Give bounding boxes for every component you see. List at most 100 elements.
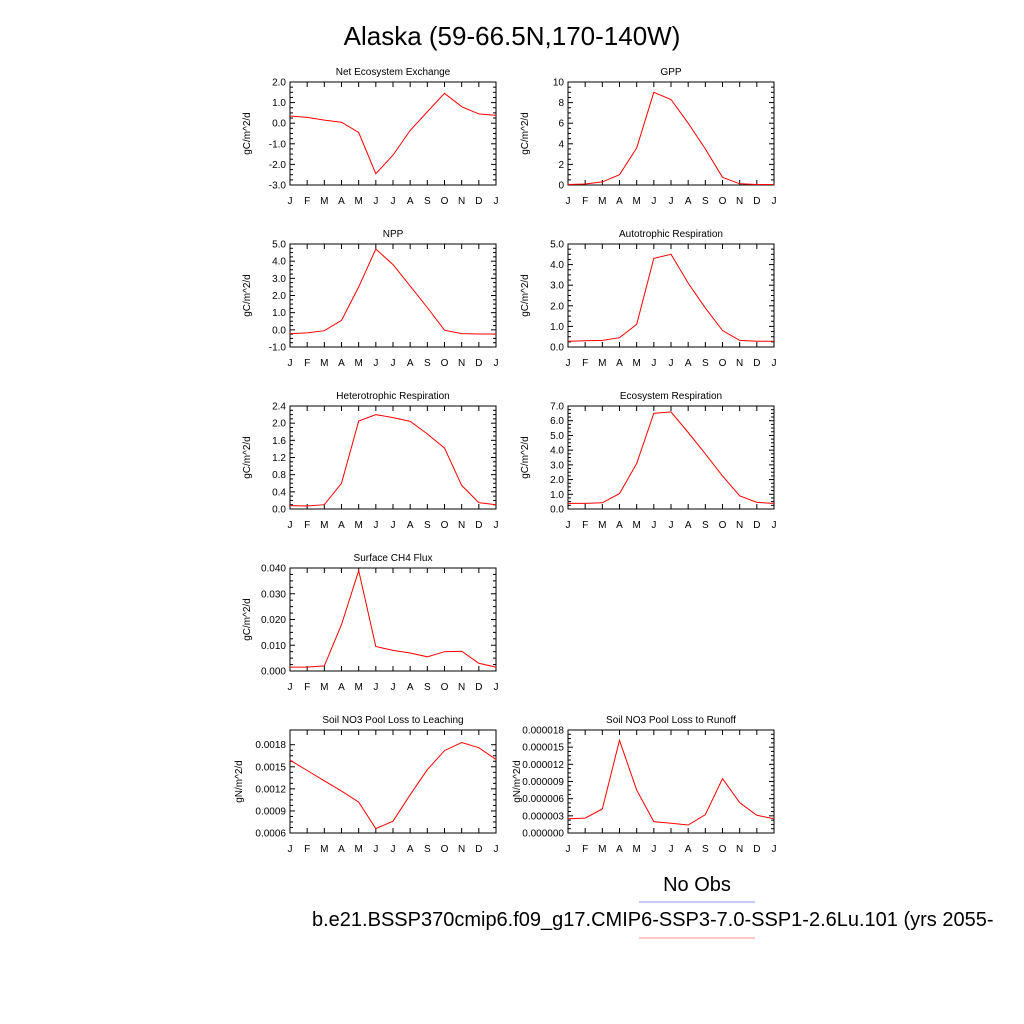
x-tick-label: M — [354, 358, 362, 369]
x-tick-label: J — [772, 196, 777, 207]
x-tick-label: J — [391, 520, 396, 531]
y-axis-label: gN/m^2/d — [512, 760, 523, 803]
x-tick-label: J — [373, 358, 378, 369]
panel-title: Autotrophic Respiration — [619, 229, 723, 240]
y-tick-label: 4 — [558, 139, 564, 150]
y-tick-label: 1.0 — [550, 322, 564, 333]
plot-frame — [289, 405, 497, 510]
y-tick-label: 0.010 — [261, 641, 286, 652]
y-axis-label: gC/m^2/d — [520, 112, 531, 155]
y-tick-label: 0.0 — [550, 505, 564, 516]
x-tick-label: J — [651, 844, 656, 855]
x-tick-label: N — [736, 358, 743, 369]
x-tick-label: F — [304, 196, 310, 207]
x-tick-label: J — [288, 844, 293, 855]
y-tick-label: 0.020 — [261, 615, 286, 626]
x-tick-label: J — [669, 358, 674, 369]
x-tick-label: A — [407, 520, 414, 531]
x-tick-label: J — [391, 196, 396, 207]
y-tick-label: 0.030 — [261, 589, 286, 600]
x-tick-label: M — [598, 358, 606, 369]
panel-title: NPP — [383, 229, 404, 240]
x-tick-label: F — [582, 844, 588, 855]
plot-frame — [567, 729, 775, 834]
x-tick-label: F — [304, 682, 310, 693]
x-tick-label: D — [475, 358, 482, 369]
x-tick-label: F — [304, 520, 310, 531]
x-tick-label: N — [458, 844, 465, 855]
y-tick-label: 1.2 — [272, 453, 286, 464]
chart-panel: Soil NO3 Pool Loss to Leaching gN/m^2/d 0.… — [234, 715, 499, 855]
x-tick-label: S — [702, 520, 709, 531]
x-tick-label: J — [772, 520, 777, 531]
x-tick-label: D — [475, 844, 482, 855]
x-tick-label: A — [407, 844, 414, 855]
x-tick-label: J — [566, 520, 571, 531]
x-tick-label: D — [753, 844, 760, 855]
y-tick-label: 3.0 — [272, 274, 286, 285]
x-tick-label: M — [632, 196, 640, 207]
x-tick-label: J — [288, 682, 293, 693]
y-axis-label: gC/m^2/d — [242, 274, 253, 317]
y-tick-label: 0.0018 — [255, 740, 286, 751]
x-tick-label: D — [475, 196, 482, 207]
x-tick-label: A — [338, 520, 345, 531]
x-tick-label: O — [441, 196, 449, 207]
x-tick-label: M — [598, 844, 606, 855]
x-tick-label: M — [598, 196, 606, 207]
series-line — [568, 411, 775, 504]
y-tick-label: 5.0 — [550, 431, 564, 442]
chart-panel: Soil NO3 Pool Loss to RunoffgN/m^2/d0.00… — [512, 715, 777, 855]
legend-label-model: b.e21.BSSP370cmip6.f09_g17.CMIP6-SSP3-7.… — [312, 909, 994, 931]
plot-frame — [289, 81, 497, 186]
x-tick-label: M — [598, 520, 606, 531]
x-tick-label: J — [651, 358, 656, 369]
y-tick-label: 0.000003 — [522, 811, 564, 822]
y-tick-label: 0.0012 — [255, 784, 286, 795]
x-tick-label: J — [566, 844, 571, 855]
x-tick-label: S — [702, 196, 709, 207]
x-tick-label: D — [475, 682, 482, 693]
series-line — [567, 738, 775, 826]
y-tick-label: -3.0 — [269, 181, 287, 192]
y-tick-label: 0.4 — [272, 487, 286, 498]
legend: No Obs b.e21.BSSP370cmip6.f09_g17.CMIP6-… — [312, 874, 994, 939]
x-tick-label: O — [719, 844, 727, 855]
chart-panel: Heterotrophic Respiration gC/m^2/d 0.0 0.4 0… — [242, 391, 499, 531]
series-line — [567, 253, 774, 342]
x-tick-label: N — [458, 682, 465, 693]
x-tick-label: J — [669, 520, 674, 531]
y-tick-label: 2.4 — [272, 402, 286, 413]
y-tick-label: 2 — [558, 160, 564, 171]
x-tick-label: O — [441, 682, 449, 693]
x-tick-label: S — [424, 358, 431, 369]
x-tick-label: A — [616, 196, 623, 207]
x-tick-label: O — [719, 196, 727, 207]
y-tick-label: 4.0 — [550, 446, 564, 457]
y-tick-label: 0.000015 — [522, 743, 564, 754]
x-tick-label: A — [338, 682, 345, 693]
chart-panel: Autotrophic Respiration gC/m^2/d 0.0 1.0 2.0… — [520, 229, 777, 369]
series-line — [289, 414, 497, 507]
x-tick-label: J — [373, 682, 378, 693]
x-tick-label: M — [632, 844, 640, 855]
panel-grid: Net Ecosystem Exchange gC/m^2/d -3.0 -2.0 -1… — [234, 67, 777, 855]
x-tick-label: M — [354, 520, 362, 531]
x-tick-label: A — [407, 358, 414, 369]
x-tick-label: O — [441, 520, 449, 531]
y-tick-label: 7.0 — [550, 402, 564, 413]
x-tick-label: O — [441, 844, 449, 855]
x-tick-label: J — [566, 358, 571, 369]
x-tick-label: F — [304, 358, 310, 369]
y-tick-label: 6.0 — [550, 416, 564, 427]
x-tick-label: J — [391, 844, 396, 855]
x-tick-label: J — [373, 520, 378, 531]
y-axis-label: gN/m^2/d — [234, 760, 245, 803]
x-tick-label: M — [354, 844, 362, 855]
y-tick-label: 3.0 — [550, 460, 564, 471]
series-line — [289, 741, 497, 830]
y-tick-label: 4.0 — [272, 257, 286, 268]
y-tick-label: 1.0 — [272, 308, 286, 319]
y-tick-label: 0.000006 — [522, 794, 564, 805]
y-tick-label: 1.6 — [272, 436, 286, 447]
